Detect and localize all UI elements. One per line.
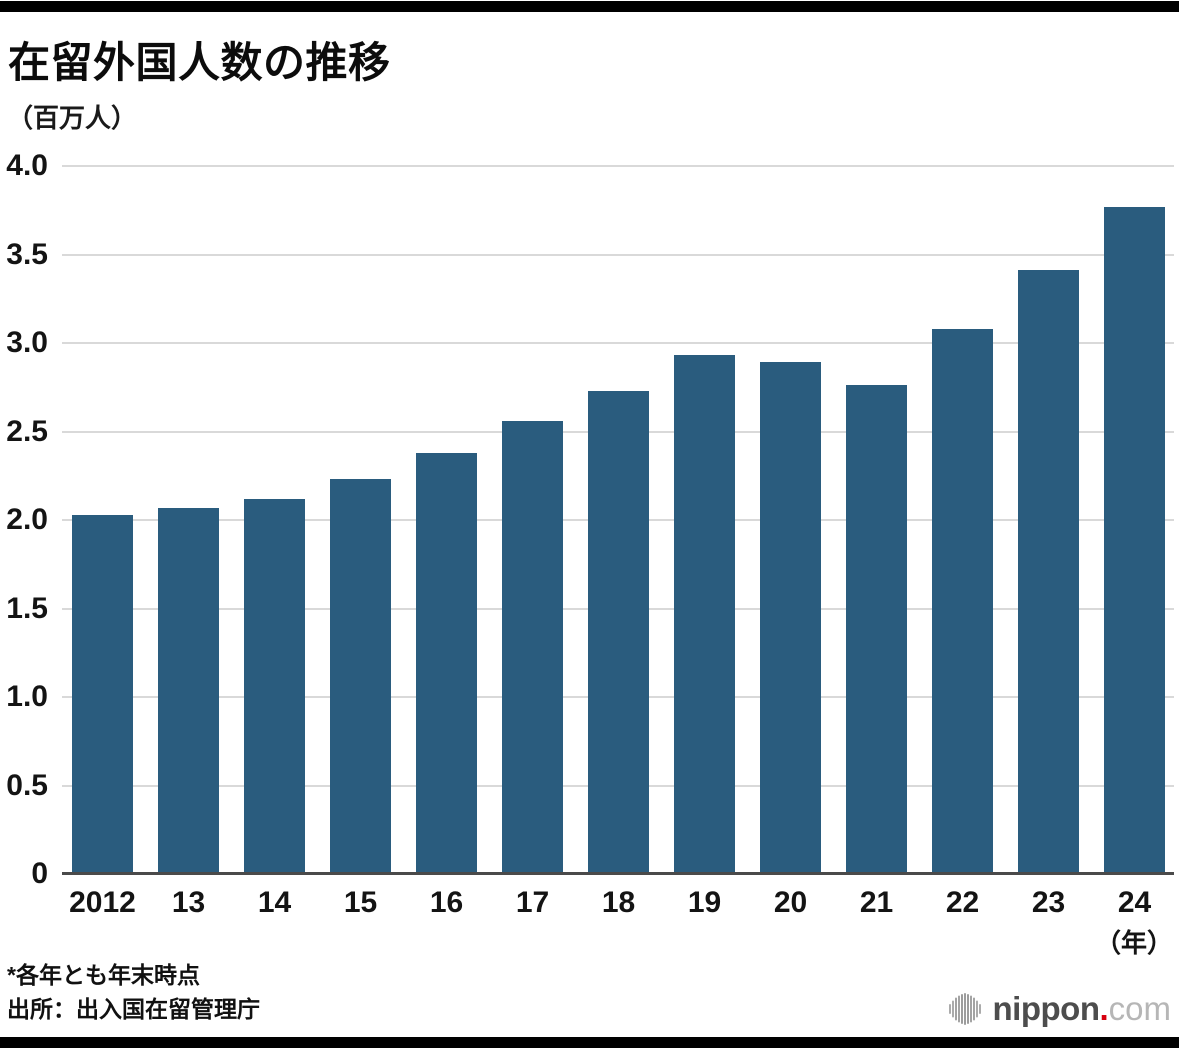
footnote-text: *各年とも年末時点 — [7, 962, 200, 988]
bar-17 — [502, 421, 563, 874]
nippon-logo: nippon.com — [948, 988, 1171, 1030]
bottom-border-bar — [0, 1037, 1179, 1048]
x-axis-tick-labels: 2012 13 14 15 16 17 18 19 20 21 22 23 24 — [62, 886, 1174, 924]
x-tick-label-20: 20 — [773, 886, 808, 919]
bar-19 — [674, 355, 735, 874]
bar-2012 — [72, 515, 133, 874]
bar-22 — [932, 329, 993, 874]
x-tick-label-23: 23 — [1031, 886, 1066, 919]
y-tick-label-1.0: 1.0 — [6, 680, 48, 713]
source-text: 出所：出入国在留管理庁 — [7, 996, 260, 1022]
x-tick-label-13: 13 — [171, 886, 206, 919]
x-tick-label-24: 24 — [1117, 886, 1152, 919]
bar-13 — [158, 508, 219, 874]
bar-21 — [846, 385, 907, 874]
bar-16 — [416, 453, 477, 874]
y-tick-label-2.5: 2.5 — [6, 414, 48, 448]
y-tick-label-3.5: 3.5 — [6, 237, 48, 271]
gridline-4.0 — [62, 165, 1174, 167]
bar-23 — [1018, 270, 1079, 874]
x-tick-label-14: 14 — [257, 886, 292, 919]
logo-wordmark: nippon — [992, 990, 1100, 1027]
bar-14 — [244, 499, 305, 874]
x-tick-label-19: 19 — [687, 886, 722, 919]
gridline-3.5 — [62, 253, 1174, 256]
bar-18 — [588, 391, 649, 874]
logo-tld: com — [1108, 990, 1171, 1027]
chart-title: 在留外国人数の推移 — [8, 39, 391, 87]
y-tick-label-4.0: 4.0 — [6, 149, 48, 182]
x-tick-label-15: 15 — [343, 886, 378, 919]
x-tick-label-17: 17 — [515, 886, 550, 919]
top-border-bar — [0, 1, 1179, 12]
y-tick-label-3.0: 3.0 — [6, 326, 48, 359]
y-tick-label-0.5: 0.5 — [6, 768, 48, 802]
gridline-0 — [62, 872, 1174, 875]
bar-15 — [330, 479, 391, 874]
logo-dot: . — [1099, 990, 1109, 1027]
soundwave-icon — [948, 993, 981, 1025]
x-tick-label-2012: 2012 — [69, 886, 136, 919]
x-axis-unit-label: （年） — [1094, 928, 1173, 958]
bar-24 — [1104, 207, 1165, 874]
gridline-3.0 — [62, 342, 1174, 344]
x-tick-label-21: 21 — [859, 886, 894, 919]
x-tick-label-16: 16 — [429, 886, 464, 919]
y-tick-label-1.5: 1.5 — [6, 591, 48, 625]
x-tick-label-22: 22 — [945, 886, 980, 919]
bar-20 — [760, 362, 821, 874]
y-axis-unit-label: （百万人） — [7, 103, 138, 133]
y-axis-tick-labels: 4.0 3.5 3.0 2.5 2.0 1.5 1.0 0.5 0 — [0, 150, 48, 890]
y-tick-label-2.0: 2.0 — [6, 503, 48, 536]
x-tick-label-18: 18 — [601, 886, 636, 919]
plot-area — [62, 165, 1174, 875]
y-tick-label-0: 0 — [31, 857, 48, 890]
